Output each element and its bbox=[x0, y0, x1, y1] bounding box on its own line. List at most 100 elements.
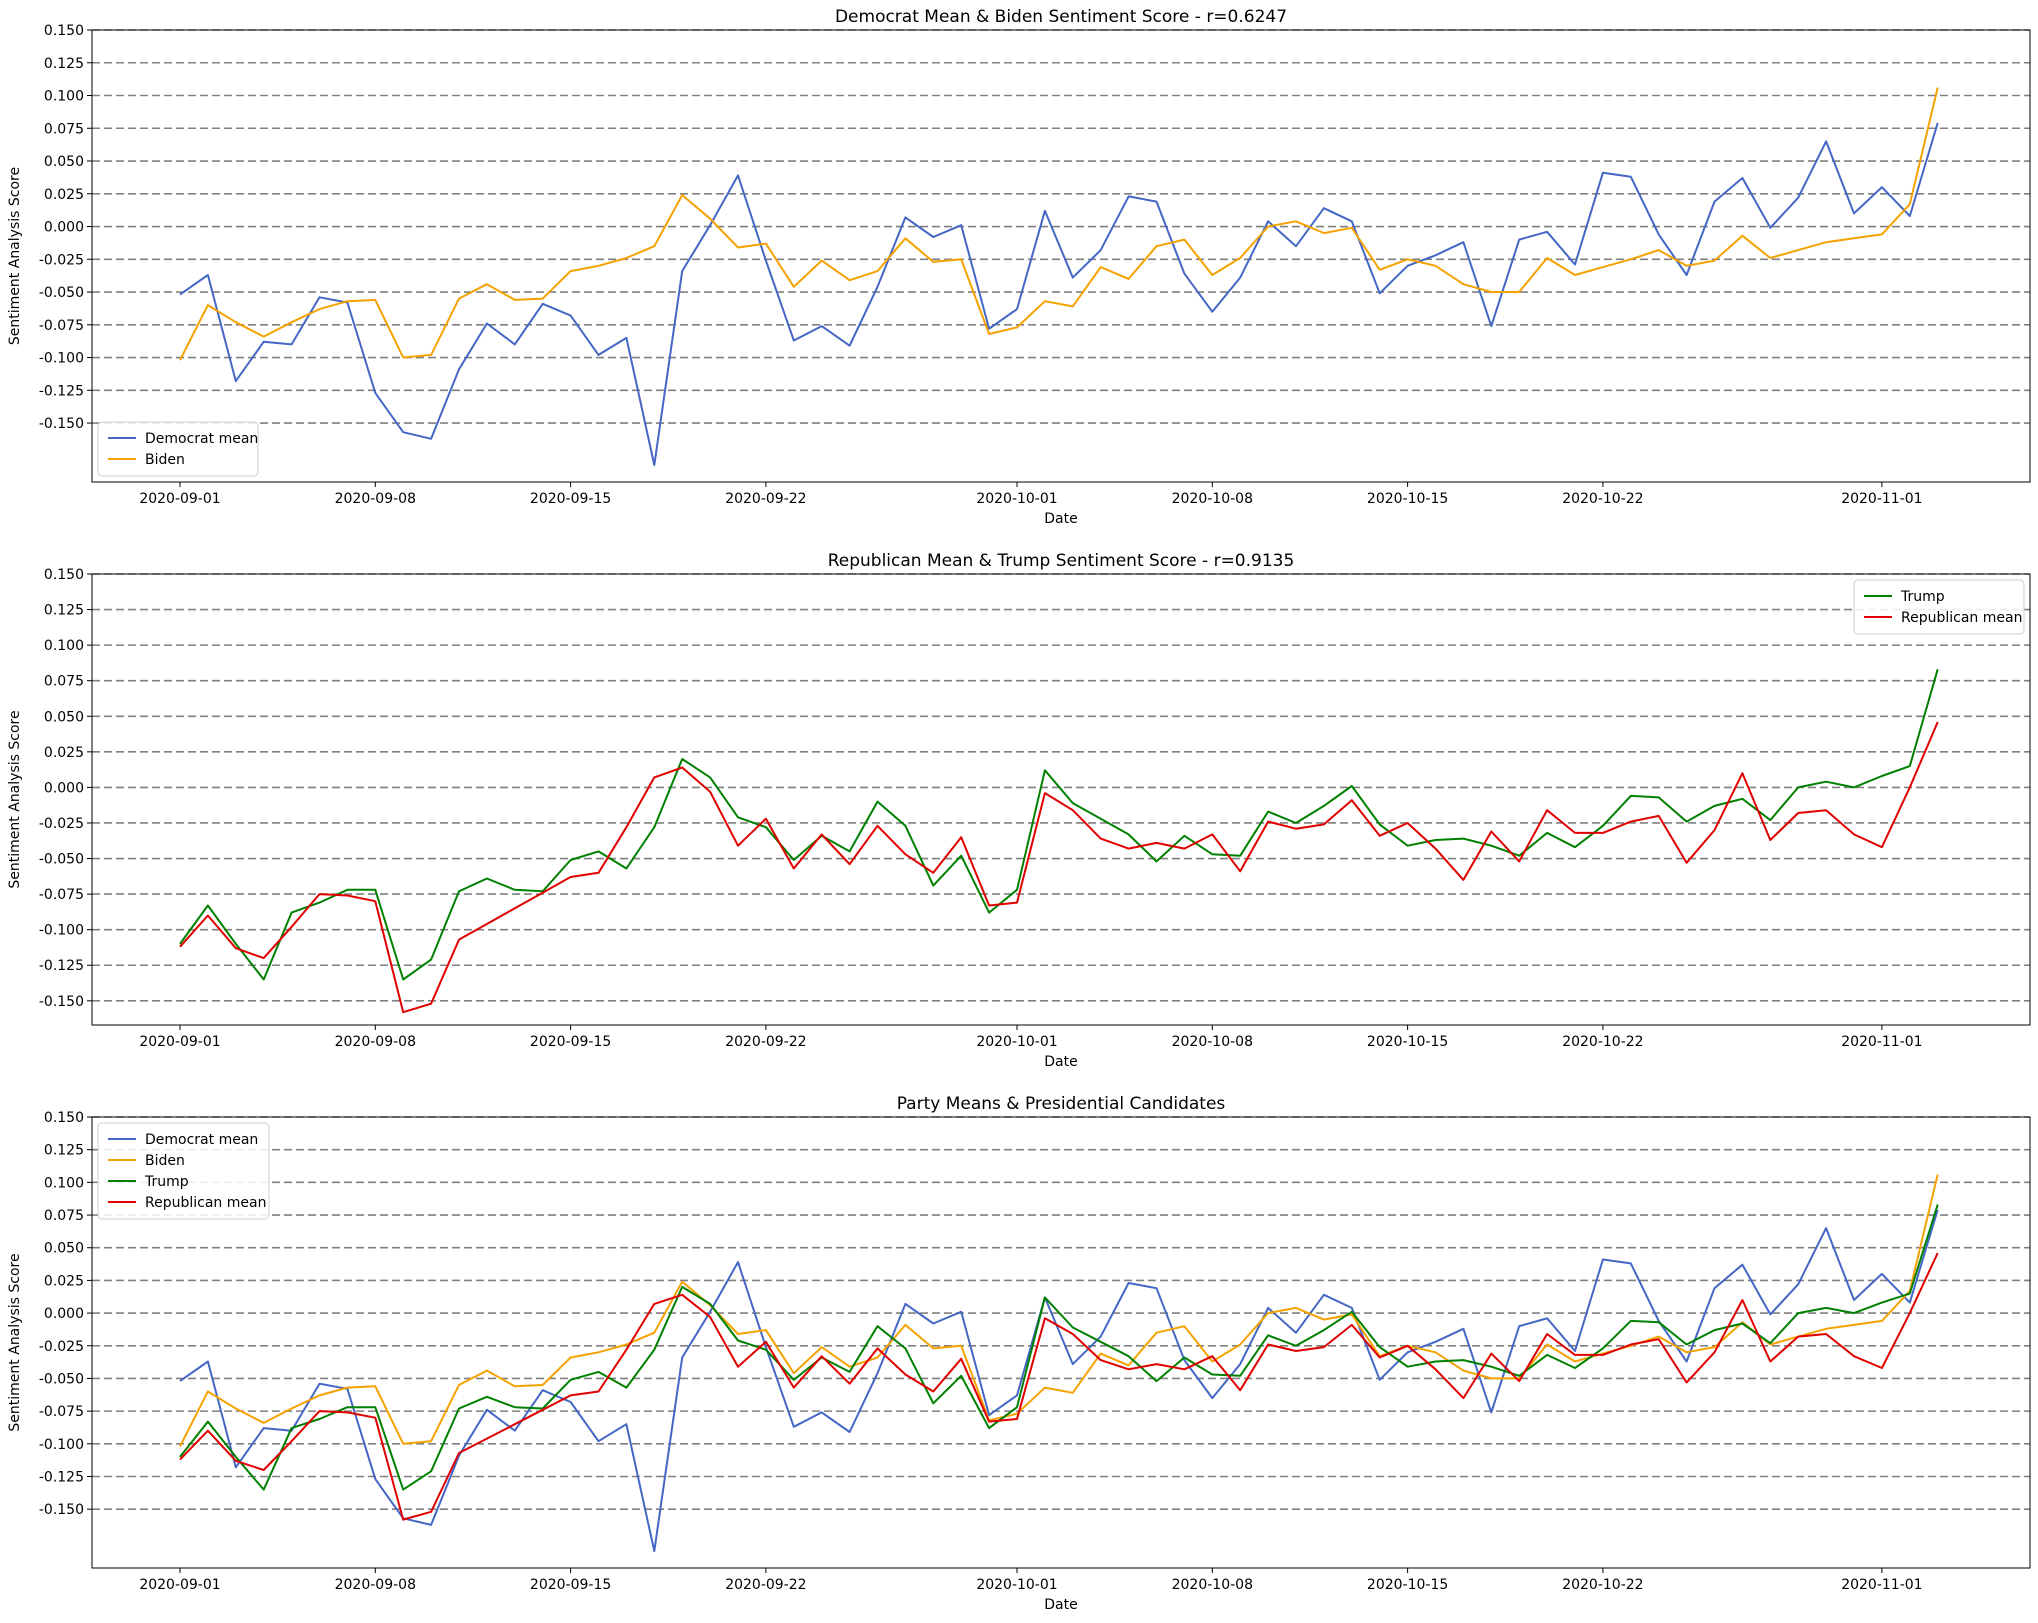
y-tick-label: -0.025 bbox=[39, 816, 84, 832]
y-tick-label: -0.025 bbox=[39, 252, 84, 268]
y-axis-label: Sentiment Analysis Score bbox=[7, 710, 23, 888]
y-tick-label: -0.125 bbox=[39, 958, 84, 974]
x-tick-label: 2020-10-08 bbox=[1172, 491, 1253, 507]
y-axis-label: Sentiment Analysis Score bbox=[7, 167, 23, 345]
y-tick-label: -0.050 bbox=[39, 285, 84, 301]
y-tick-label: 0.125 bbox=[44, 603, 84, 619]
chart-panel-1: -0.150 -0.125 -0.100 -0.075 -0.050 -0.025 0.00… bbox=[7, 7, 2031, 527]
legend: Trump Republican mean bbox=[1853, 579, 2025, 635]
x-tick-label: 2020-09-15 bbox=[530, 491, 611, 507]
y-tick-label: 0.050 bbox=[44, 709, 84, 725]
x-axis-label: Date bbox=[1044, 1597, 1077, 1613]
x-tick-label: 2020-09-15 bbox=[530, 1577, 611, 1593]
y-tick-label: -0.125 bbox=[39, 1469, 84, 1485]
x-axis-label: Date bbox=[1044, 511, 1077, 527]
y-tick-label: 0.150 bbox=[44, 567, 84, 583]
x-tick-label: 2020-10-22 bbox=[1562, 1577, 1643, 1593]
series-line-republican-mean bbox=[179, 721, 1939, 1014]
y-tick-label: -0.150 bbox=[39, 416, 84, 432]
x-tick-label: 2020-09-15 bbox=[530, 1034, 611, 1050]
y-tick-label: 0.100 bbox=[44, 638, 84, 654]
legend-label: Trump bbox=[144, 1174, 189, 1190]
legend-box bbox=[1853, 579, 2025, 635]
y-tick-label: 0.025 bbox=[44, 1273, 84, 1289]
x-tick-label: 2020-09-22 bbox=[725, 1034, 806, 1050]
y-tick-label: -0.100 bbox=[39, 923, 84, 939]
x-tick-label: 2020-10-15 bbox=[1367, 1577, 1448, 1593]
y-tick-label: 0.075 bbox=[44, 674, 84, 690]
y-tick-label: -0.050 bbox=[39, 852, 84, 868]
x-tick-label: 2020-10-01 bbox=[976, 491, 1057, 507]
y-tick-label: -0.100 bbox=[39, 1437, 84, 1453]
y-tick-label: -0.075 bbox=[39, 318, 84, 334]
x-tick-label: 2020-10-22 bbox=[1562, 491, 1643, 507]
y-tick-label: 0.000 bbox=[44, 220, 84, 236]
plot-area-frame bbox=[91, 573, 2031, 1026]
x-tick-label: 2020-10-15 bbox=[1367, 491, 1448, 507]
y-tick-label: -0.050 bbox=[39, 1371, 84, 1387]
x-tick-label: 2020-11-01 bbox=[1841, 1577, 1922, 1593]
y-tick-label: 0.000 bbox=[44, 1306, 84, 1322]
chart-title: Democrat Mean & Biden Sentiment Score - … bbox=[835, 7, 1287, 27]
x-tick-label: 2020-10-22 bbox=[1562, 1034, 1643, 1050]
y-tick-label: -0.100 bbox=[39, 351, 84, 367]
y-tick-label: 0.150 bbox=[44, 1110, 84, 1126]
legend-label: Democrat mean bbox=[145, 431, 258, 447]
series-line-republican-mean bbox=[179, 1252, 1939, 1521]
series-line-democrat-mean bbox=[179, 1209, 1939, 1552]
legend-label: Biden bbox=[145, 452, 185, 468]
y-tick-label: 0.000 bbox=[44, 780, 84, 796]
x-tick-label: 2020-10-15 bbox=[1367, 1034, 1448, 1050]
y-tick-label: 0.150 bbox=[44, 23, 84, 39]
chart-title: Republican Mean & Trump Sentiment Score … bbox=[828, 551, 1295, 571]
y-tick-label: 0.025 bbox=[44, 745, 84, 761]
y-tick-label: 0.125 bbox=[44, 56, 84, 72]
legend-box bbox=[97, 1122, 270, 1220]
x-axis-label: Date bbox=[1044, 1054, 1077, 1070]
x-tick-label: 2020-09-08 bbox=[335, 1577, 416, 1593]
y-tick-label: 0.075 bbox=[44, 1208, 84, 1224]
chart-panel-2: -0.150 -0.125 -0.100 -0.075 -0.050 -0.025 0.00… bbox=[7, 551, 2031, 1070]
y-tick-label: -0.075 bbox=[39, 887, 84, 903]
legend-label: Democrat mean bbox=[145, 1132, 258, 1148]
y-tick-label: -0.150 bbox=[39, 994, 84, 1010]
chart-panel-3: -0.150 -0.125 -0.100 -0.075 -0.050 -0.025 0.00… bbox=[7, 1094, 2031, 1613]
plot-area-frame bbox=[91, 29, 2031, 483]
y-tick-label: 0.100 bbox=[44, 1175, 84, 1191]
y-tick-label: -0.150 bbox=[39, 1502, 84, 1518]
legend-box bbox=[97, 421, 259, 477]
y-tick-label: 0.050 bbox=[44, 1241, 84, 1257]
series-line-biden bbox=[179, 87, 1939, 361]
x-tick-label: 2020-11-01 bbox=[1841, 1034, 1922, 1050]
x-tick-label: 2020-09-01 bbox=[139, 491, 220, 507]
x-tick-label: 2020-10-08 bbox=[1172, 1034, 1253, 1050]
y-tick-label: -0.025 bbox=[39, 1339, 84, 1355]
series-line-trump bbox=[179, 669, 1939, 981]
x-tick-label: 2020-10-01 bbox=[976, 1034, 1057, 1050]
x-tick-label: 2020-09-22 bbox=[725, 491, 806, 507]
legend-label: Republican mean bbox=[145, 1195, 266, 1211]
x-tick-label: 2020-09-01 bbox=[139, 1034, 220, 1050]
y-tick-label: 0.025 bbox=[44, 187, 84, 203]
y-tick-label: -0.125 bbox=[39, 383, 84, 399]
legend-label: Trump bbox=[1900, 589, 1945, 605]
y-tick-label: 0.125 bbox=[44, 1143, 84, 1159]
legend: Democrat mean Biden bbox=[97, 421, 259, 477]
x-tick-label: 2020-10-08 bbox=[1172, 1577, 1253, 1593]
chart-title: Party Means & Presidential Candidates bbox=[897, 1094, 1226, 1114]
y-axis-label: Sentiment Analysis Score bbox=[7, 1253, 23, 1431]
x-tick-label: 2020-09-01 bbox=[139, 1577, 220, 1593]
y-tick-label: -0.075 bbox=[39, 1404, 84, 1420]
x-tick-label: 2020-09-08 bbox=[335, 1034, 416, 1050]
x-tick-label: 2020-10-01 bbox=[976, 1577, 1057, 1593]
y-tick-label: 0.075 bbox=[44, 121, 84, 137]
x-tick-label: 2020-09-22 bbox=[725, 1577, 806, 1593]
x-tick-label: 2020-09-08 bbox=[335, 491, 416, 507]
x-tick-label: 2020-11-01 bbox=[1841, 491, 1922, 507]
y-tick-label: 0.050 bbox=[44, 154, 84, 170]
legend: Democrat mean Biden Trump Republican mean bbox=[97, 1122, 270, 1220]
legend-label: Republican mean bbox=[1901, 610, 2022, 626]
y-tick-label: 0.100 bbox=[44, 89, 84, 105]
series-line-trump bbox=[179, 1204, 1939, 1491]
